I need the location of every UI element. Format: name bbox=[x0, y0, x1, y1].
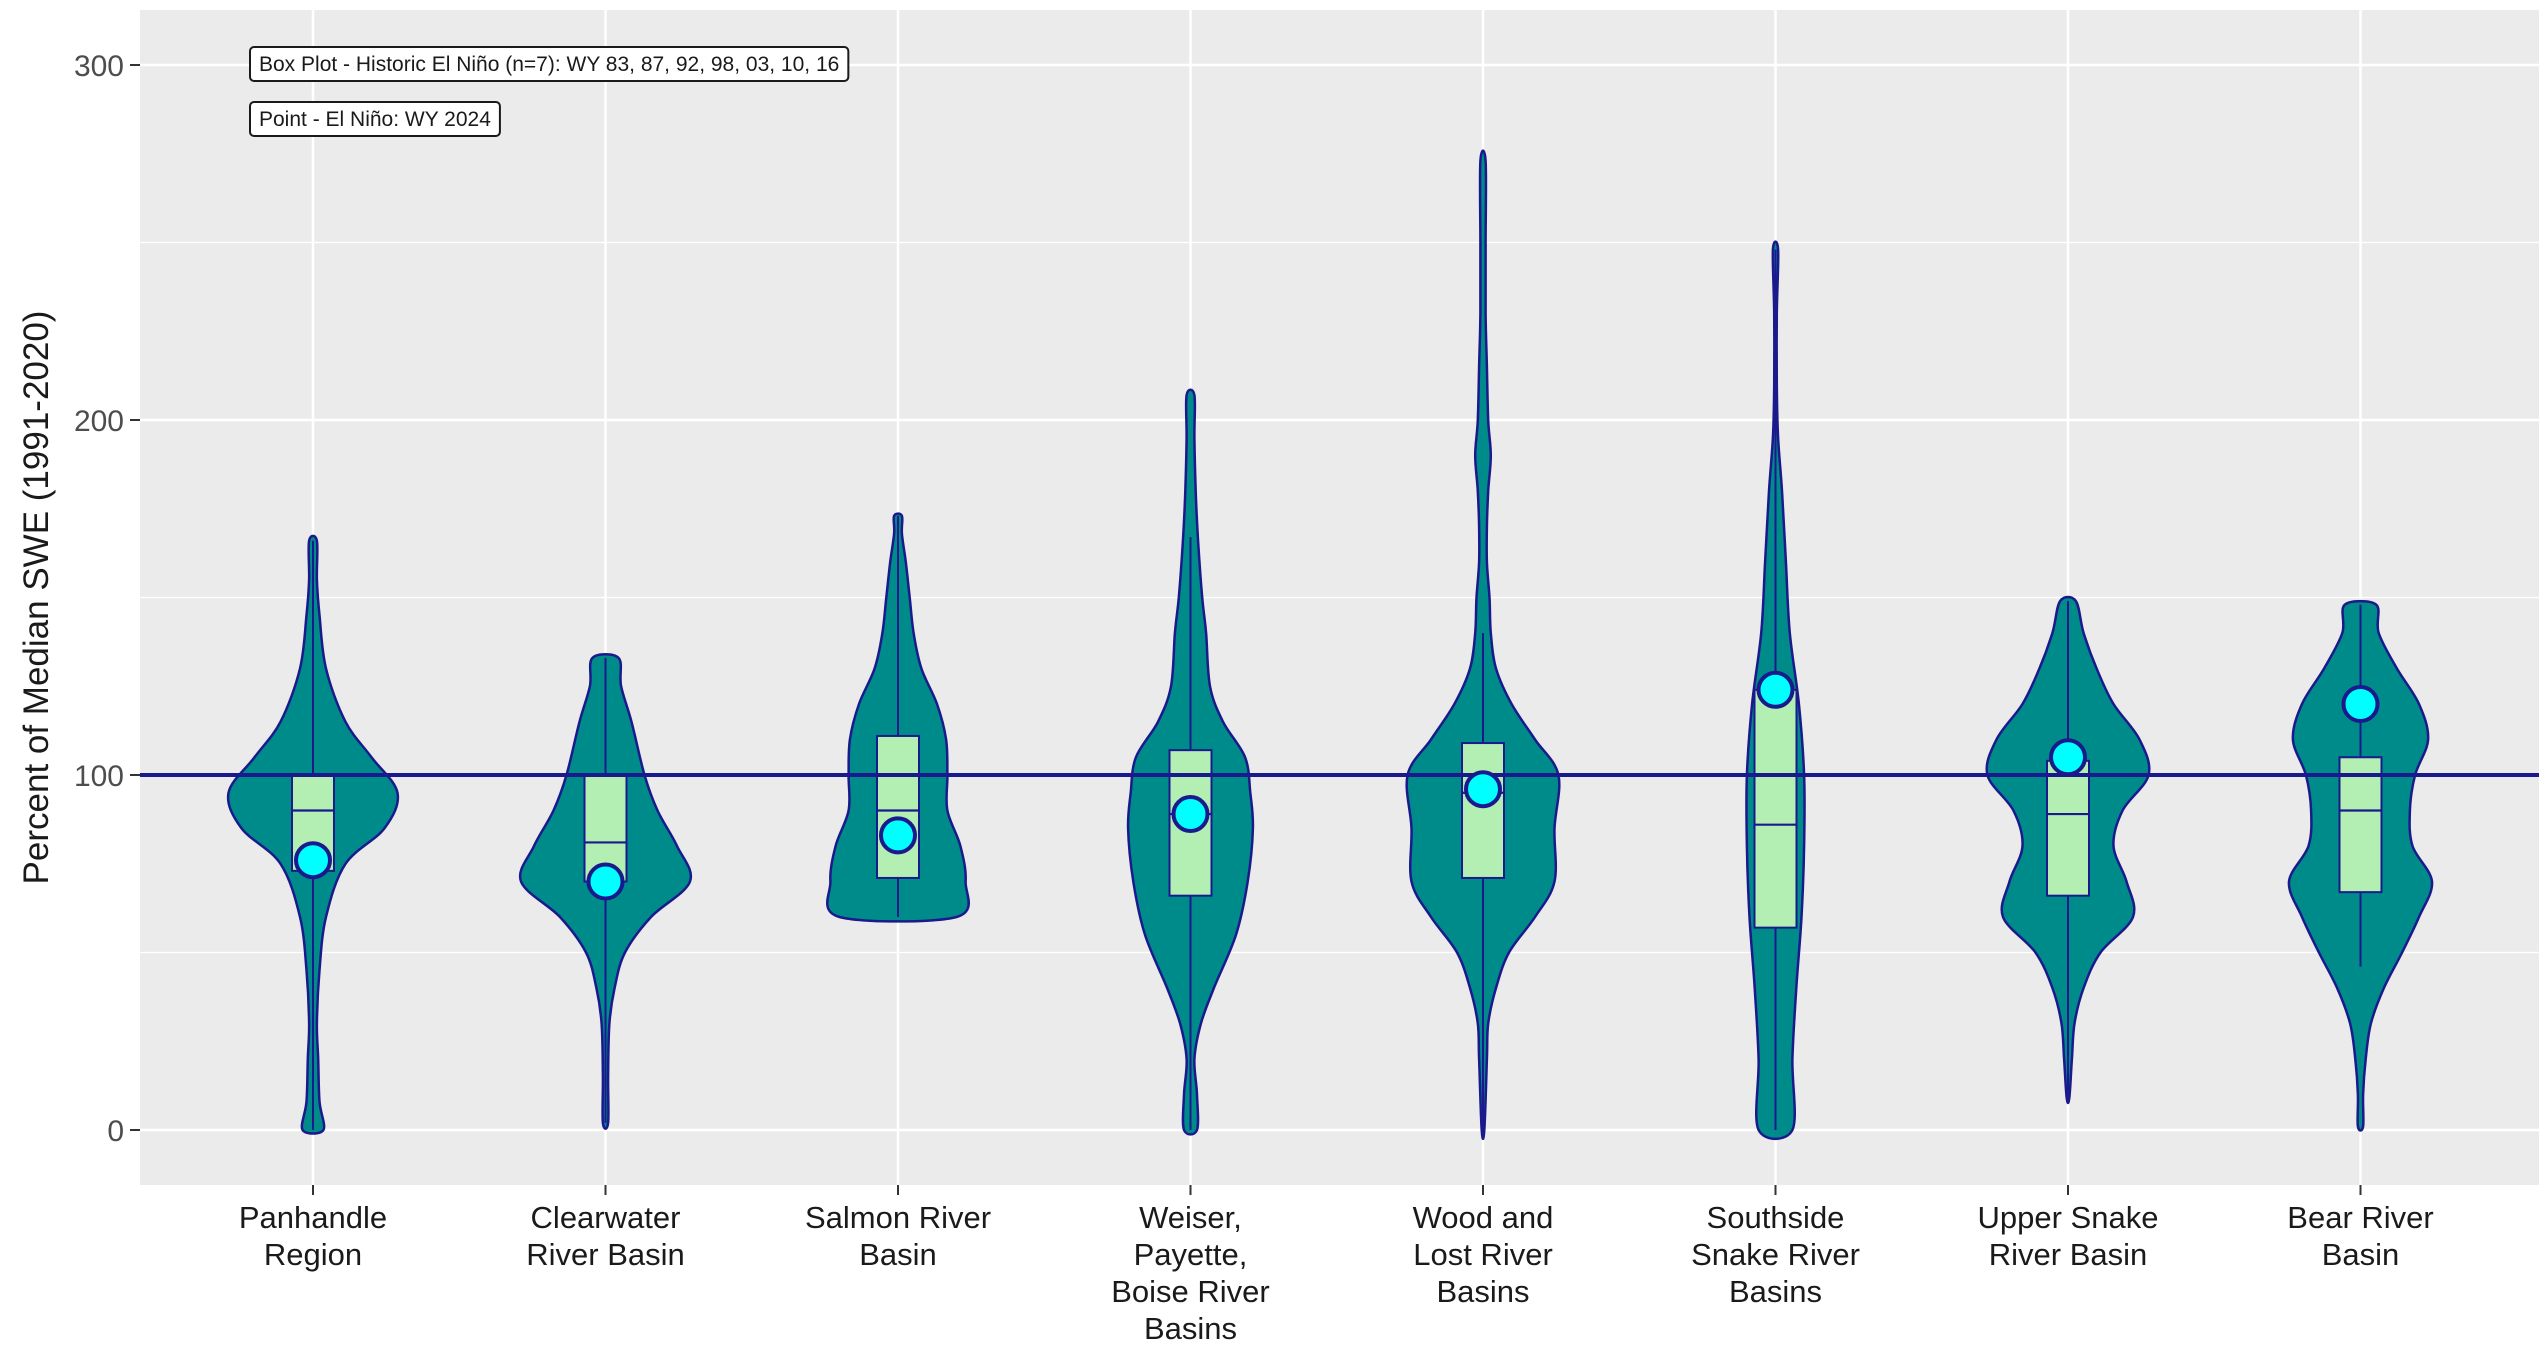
x-tick-label-line: Payette, bbox=[1134, 1237, 1248, 1272]
x-tick-label-line: Southside bbox=[1707, 1200, 1845, 1235]
x-tick-label-line: Region bbox=[264, 1237, 362, 1272]
y-tick-label: 300 bbox=[74, 50, 124, 83]
x-tick-label: Bear River Basin bbox=[2287, 1200, 2433, 1272]
x-tick-label-line: Basins bbox=[1144, 1311, 1237, 1345]
x-tick-label-line: Boise River bbox=[1111, 1274, 1270, 1309]
x-tick-label: Wood and Lost River Basins bbox=[1413, 1200, 1554, 1309]
x-tick-label: Salmon River Basin bbox=[805, 1200, 991, 1272]
wy2024-point-2 bbox=[879, 816, 917, 855]
y-axis-title: Percent of Median SWE (1991-2020) bbox=[17, 311, 56, 885]
wy2024-point-4 bbox=[1464, 770, 1502, 809]
x-tick-label-line: Lost River bbox=[1413, 1237, 1553, 1272]
x-tick-label: Clearwater River Basin bbox=[526, 1200, 685, 1272]
x-tick-label-line: Basins bbox=[1729, 1274, 1822, 1309]
x-tick-label-line: Bear River bbox=[2287, 1200, 2433, 1235]
x-tick-label-line: Salmon River bbox=[805, 1200, 991, 1235]
note-box-boxplot bbox=[249, 46, 850, 82]
box-6 bbox=[2046, 759, 2090, 897]
x-tick-label-line: Clearwater bbox=[531, 1200, 681, 1235]
x-tick-label: Panhandle Region bbox=[239, 1200, 387, 1272]
wy2024-point-1 bbox=[586, 862, 625, 901]
wy2024-points bbox=[294, 670, 2380, 901]
x-tick-label: Southside Snake River Basins bbox=[1691, 1200, 1860, 1309]
y-tick-label: 200 bbox=[74, 405, 124, 438]
x-tick-label-line: Wood and bbox=[1413, 1200, 1554, 1235]
wy2024-point-0 bbox=[294, 841, 332, 880]
x-tick-label-line: Basin bbox=[2322, 1237, 2400, 1272]
x-tick-label-line: River Basin bbox=[1989, 1237, 2148, 1272]
x-tick-label-line: Upper Snake bbox=[1978, 1200, 2159, 1235]
legend-notes: Box Plot - Historic El Niño (n=7): WY 83… bbox=[249, 46, 850, 137]
x-tick-label-line: Panhandle bbox=[239, 1200, 387, 1235]
x-tick-label-line: Weiser, bbox=[1139, 1200, 1242, 1235]
note-box-point bbox=[249, 101, 501, 137]
x-tick-label-line: Basin bbox=[859, 1237, 937, 1272]
box-7 bbox=[2338, 756, 2383, 894]
y-tick-label: 0 bbox=[107, 1115, 124, 1148]
wy2024-point-5 bbox=[1756, 670, 1795, 709]
x-tick-label-line: Snake River bbox=[1691, 1237, 1860, 1272]
box-2 bbox=[876, 734, 920, 879]
x-tick-label: Weiser, Payette, Boise River Basins bbox=[1111, 1200, 1270, 1345]
note-text-boxplot: Box Plot - Historic El Niño (n=7): WY 83… bbox=[259, 53, 839, 76]
box-5 bbox=[1753, 688, 1798, 929]
wy2024-point-6 bbox=[2049, 738, 2087, 777]
wy2024-point-7 bbox=[2341, 685, 2380, 723]
x-tick-label-line: Basins bbox=[1436, 1274, 1529, 1309]
y-tick-label: 100 bbox=[74, 760, 124, 793]
box-4 bbox=[1461, 742, 1505, 879]
note-text-point: Point - El Niño: WY 2024 bbox=[259, 108, 491, 131]
x-tick-label: Upper Snake River Basin bbox=[1978, 1200, 2159, 1272]
wy2024-point-3 bbox=[1171, 795, 1210, 834]
x-tick-label-line: River Basin bbox=[526, 1237, 685, 1272]
